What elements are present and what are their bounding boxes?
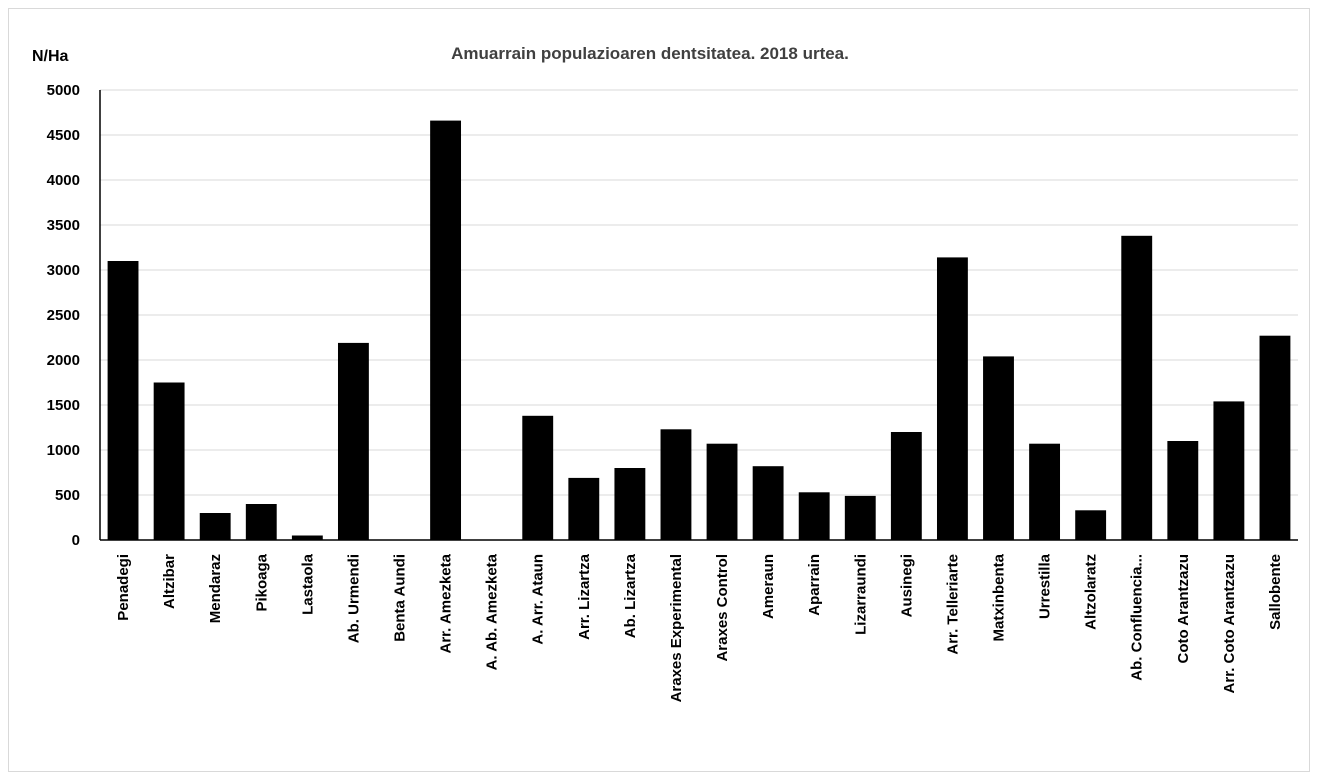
bar: [1167, 441, 1199, 540]
bar: [1259, 335, 1291, 540]
chart-title: Amuarrain populazioaren dentsitatea. 201…: [451, 44, 849, 63]
x-tick-label: Lizarraundi: [852, 554, 869, 635]
y-tick-label: 500: [55, 487, 80, 504]
bars-group: [107, 120, 1291, 541]
x-tick-label: Altzibar: [161, 554, 178, 609]
bar: [1075, 510, 1107, 540]
x-tick-label: Ameraun: [760, 554, 777, 619]
x-tick-label: Aparrain: [806, 554, 823, 616]
bar: [522, 415, 554, 540]
x-tick-label: Urrestilla: [1037, 553, 1054, 619]
y-tick-label: 2500: [47, 307, 80, 324]
x-tick-label: Araxes Experimental: [668, 554, 685, 702]
y-tick-label: 3500: [47, 217, 80, 234]
x-tick-label: A. Arr. Ataun: [530, 554, 547, 645]
bar: [706, 443, 738, 540]
x-tick-label: Mendaraz: [207, 554, 224, 623]
x-tick-label: Ab. Urmendi: [345, 554, 362, 643]
bar: [660, 429, 692, 540]
bar: [614, 468, 646, 540]
x-tick-label: Ab. Confluencia...: [1129, 554, 1146, 681]
x-tick-label: Ab. Lizartza: [622, 553, 639, 638]
bar: [890, 432, 922, 540]
bar: [844, 495, 876, 540]
bar: [245, 504, 277, 540]
x-tick-label: Benta Aundi: [392, 554, 409, 642]
y-axis-ticks: 0 500 1000 1500 2000 2500 3000 3500 4000 4500 5000: [47, 82, 80, 549]
x-tick-label: Sallobente: [1267, 554, 1284, 630]
y-tick-label: 4000: [47, 172, 80, 189]
bar: [798, 492, 830, 540]
x-axis-ticks: Penadegi Altzibar Mendaraz Pikoaga Lastaola A…: [115, 553, 1284, 702]
bar: [936, 257, 968, 540]
bar: [107, 261, 139, 540]
x-tick-label: Matxinbenta: [991, 553, 1008, 641]
y-tick-label: 2000: [47, 352, 80, 369]
bar: [430, 120, 462, 540]
bar: [983, 356, 1014, 540]
bar: [568, 477, 600, 540]
bar: [153, 382, 185, 540]
y-tick-label: 0: [72, 532, 80, 549]
y-tick-label: 4500: [47, 127, 80, 144]
y-tick-label: 5000: [47, 82, 80, 99]
x-tick-label: Arr. Coto Arantzazu: [1221, 554, 1238, 693]
bar: [337, 342, 369, 540]
x-tick-label: Arr. Amezketa: [438, 553, 455, 653]
bar: [752, 466, 784, 540]
bar: [291, 535, 323, 540]
x-tick-label: Arr. Telleriarte: [944, 554, 961, 655]
gridlines: [100, 89, 1298, 496]
y-tick-label: 1500: [47, 397, 80, 414]
y-tick-label: 1000: [47, 442, 80, 459]
x-tick-label: A. Ab. Amezketa: [484, 553, 501, 670]
x-tick-label: Ausinegi: [898, 554, 915, 617]
y-tick-label: 3000: [47, 262, 80, 279]
bar: [1029, 443, 1061, 540]
axes: [99, 90, 1298, 541]
x-tick-label: Lastaola: [299, 553, 316, 615]
bar: [1121, 235, 1153, 541]
y-axis-unit-label: N/Ha: [32, 48, 69, 65]
x-tick-label: Altzolaratz: [1083, 554, 1100, 630]
x-tick-label: Penadegi: [115, 554, 132, 621]
x-tick-label: Araxes Control: [714, 554, 731, 662]
bar: [199, 513, 231, 540]
bar: [1213, 401, 1245, 540]
x-tick-label: Arr. Lizartza: [576, 553, 593, 640]
x-tick-label: Coto Arantzazu: [1175, 554, 1192, 663]
x-tick-label: Pikoaga: [253, 553, 270, 611]
